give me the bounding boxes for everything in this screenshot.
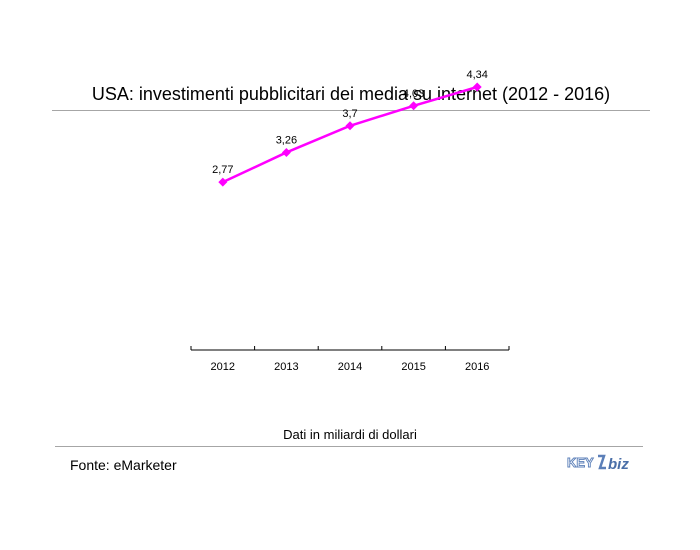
data-label: 4,03	[403, 88, 424, 100]
x-tick-label: 2015	[401, 361, 425, 373]
line-chart: 2012 2013 2014 2015 2016 2,77 3,26 3,7 4,03 4,34	[190, 69, 510, 373]
x-tick-label: 2012	[211, 361, 235, 373]
series-polyline	[222, 85, 478, 184]
x-tick-label: 2016	[465, 361, 489, 373]
logo-biz-text: biz	[608, 456, 629, 473]
data-point-marker	[409, 101, 419, 111]
title-divider	[52, 110, 650, 111]
key4biz-logo: KEY biz	[567, 454, 630, 473]
x-tick-label: 2013	[274, 361, 298, 373]
data-point-marker	[472, 82, 482, 92]
data-label: 2,77	[212, 164, 233, 176]
data-labels: 2,77 3,26 3,7 4,03 4,34	[212, 69, 488, 176]
logo-key-text: KEY	[567, 455, 594, 470]
data-point-marker	[345, 121, 355, 131]
data-point-marker	[218, 177, 228, 187]
chart-title: USA: investimenti pubblicitari dei media…	[91, 84, 611, 104]
logo-four-glyph	[598, 454, 606, 470]
units-note: Dati in miliardi di dollari	[283, 427, 417, 442]
series-line	[218, 82, 482, 187]
data-point-marker	[281, 147, 291, 157]
footer-divider	[55, 446, 643, 447]
x-tick-label: 2014	[338, 361, 362, 373]
source-text: Fonte: eMarketer	[70, 457, 177, 473]
x-axis: 2012 2013 2014 2015 2016	[190, 346, 510, 373]
data-label: 3,26	[276, 134, 297, 146]
data-label: 4,34	[466, 69, 487, 81]
data-label: 3,7	[342, 108, 357, 120]
